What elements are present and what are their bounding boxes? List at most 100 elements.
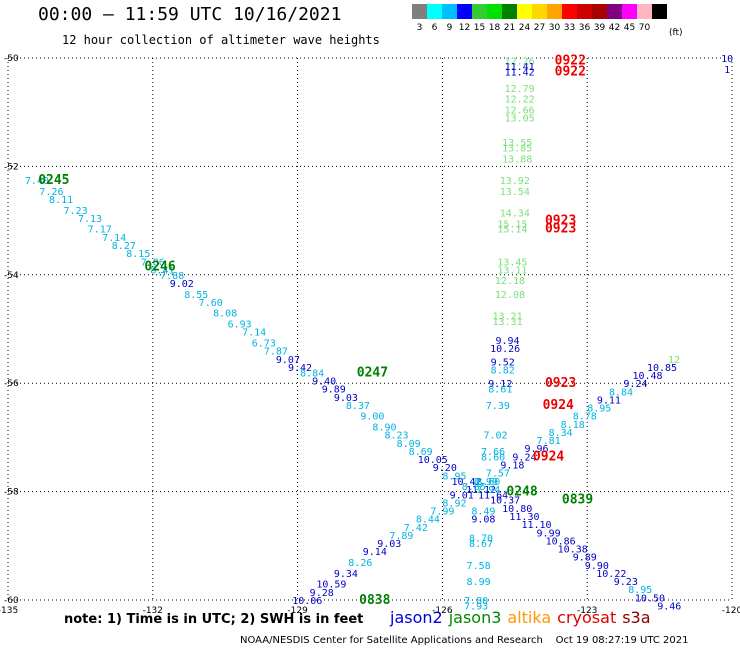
wave-height-point: 9.00	[360, 412, 384, 423]
legend-label: 39	[593, 23, 606, 33]
wave-height-point: 8.92	[442, 498, 466, 509]
time-tag: 0922	[555, 54, 586, 69]
wave-height-point: 8.44	[416, 515, 440, 526]
wave-height-point: 13.92	[500, 176, 530, 187]
legend-bin: 27	[532, 4, 547, 38]
satellite-altika: altika	[507, 608, 552, 627]
wave-height-point: 11.42	[505, 68, 535, 79]
wave-height-point: 10.50	[635, 593, 665, 604]
legend-label: 42	[608, 23, 621, 33]
wave-height-point: 13.21	[493, 311, 523, 322]
legend-swatch	[472, 4, 487, 19]
wave-height-point: 8.84	[300, 368, 324, 379]
wave-height-point: 6.73	[252, 339, 276, 350]
wave-height-point: 10.59	[316, 580, 346, 591]
axis-tick-labels: -135 -132 -129 -126 -123 -120 -50 -52 -54 -56 -58 -…	[0, 54, 740, 616]
wave-height-point: 8.34	[549, 428, 573, 439]
wave-height-point: 10.86	[546, 536, 576, 547]
legend-swatch	[427, 4, 442, 19]
wave-height-point: 8.85	[462, 482, 486, 493]
wave-height-point: 9.24	[623, 379, 647, 390]
legend-label: 15	[473, 23, 486, 33]
wave-height-point: 8.41	[150, 265, 174, 276]
legend-bin: 36	[577, 4, 592, 38]
x-tick-label: -129	[287, 606, 308, 616]
wave-height-point: 10.48	[632, 371, 662, 382]
y-tick-label: -50	[4, 54, 19, 64]
wave-height-point: 7.66	[481, 447, 505, 458]
satellite-s3a: s3a	[622, 608, 651, 627]
time-tag: 0924	[533, 449, 564, 464]
wave-height-point: 10.85	[647, 363, 677, 374]
legend-swatch	[592, 4, 607, 19]
wave-height-point: 13.31	[493, 317, 523, 328]
wave-height-point: 14.34	[500, 208, 530, 219]
wave-height-point: 8.84	[609, 387, 633, 398]
wave-height-point: 12.18	[495, 276, 525, 287]
wave-height-point: 10	[721, 54, 733, 65]
x-tick-label: -123	[577, 606, 597, 616]
legend-bin: 15	[472, 4, 487, 38]
wave-height-point: 9.42	[288, 363, 312, 374]
legend-label: 3	[416, 23, 423, 33]
time-tag: 0246	[144, 260, 175, 275]
wave-height-labels: 7.407.268.117.237.137.177.148.278.157.86…	[25, 54, 733, 613]
wave-height-point: 7.14	[242, 328, 266, 339]
wave-height-point: 8.61	[488, 385, 512, 396]
wave-height-point: 9.24	[512, 452, 536, 463]
wave-height-point: 9.89	[573, 553, 597, 564]
legend-swatch	[607, 4, 622, 19]
legend-label: 30	[548, 23, 561, 33]
time-tag: 0923	[545, 376, 576, 391]
wave-height-point: 9.02	[170, 279, 194, 290]
wave-height-point: 11.12	[466, 485, 496, 496]
time-tag: 0838	[359, 593, 390, 608]
wave-height-point: 8.70	[469, 534, 493, 545]
wave-height-point: 13.88	[502, 154, 532, 165]
wave-height-point: 12.66	[505, 105, 535, 116]
wave-height-point: 8.18	[561, 420, 585, 431]
wave-height-point: 10.37	[490, 496, 520, 507]
wave-height-point: 9.90	[585, 561, 609, 572]
wave-height-point: 9.03	[334, 393, 358, 404]
legend-bin: 42	[607, 4, 622, 38]
wave-height-point: 7.14	[102, 233, 126, 244]
wave-height-point: 8.99	[467, 577, 491, 588]
satellite-legend: jason2 jason3 altika cryosat s3a	[390, 608, 657, 627]
satellite-cryosat: cryosat	[557, 608, 617, 627]
legend-bin: 30	[547, 4, 562, 38]
legend-bin: 24	[517, 4, 532, 38]
wave-height-point: 9.12	[488, 379, 512, 390]
wave-height-point: 9.20	[433, 463, 457, 474]
wave-height-point: 7.17	[88, 225, 112, 236]
wave-height-point: 9.89	[322, 385, 346, 396]
wave-height-point: 8.95	[442, 471, 466, 482]
legend-label: 9	[446, 23, 453, 33]
time-tag: 0245	[38, 173, 69, 188]
wave-height-point: 12.79	[505, 84, 535, 95]
wave-height-point: 9.01	[450, 490, 474, 501]
wave-height-point: 7.13	[78, 214, 102, 225]
wave-height-point: 1	[724, 65, 730, 76]
legend-swatch	[637, 4, 652, 19]
wave-height-point: 13.55	[502, 138, 532, 149]
wave-height-point: 13.45	[497, 257, 527, 268]
wave-height-point: 7.26	[39, 187, 63, 198]
wave-height-point: 9.52	[491, 358, 515, 369]
wave-height-point: 8.90	[372, 423, 396, 434]
legend-bin: 6	[427, 4, 442, 38]
time-tag: 0922	[555, 65, 586, 80]
wave-height-point: 12.08	[495, 290, 525, 301]
wave-height-point: 12.22	[505, 95, 535, 106]
wave-height-point: 8.99	[474, 477, 498, 488]
wave-height-point: 10.06	[292, 596, 322, 607]
wave-height-point: 7.58	[467, 561, 491, 572]
legend-swatch	[562, 4, 577, 19]
wave-height-point: 8.95	[628, 585, 652, 596]
wave-height-point: 7.81	[537, 436, 561, 447]
wave-height-point: 8.11	[49, 195, 73, 206]
wave-height-point: 7.86	[141, 257, 165, 268]
wave-height-point: 7.99	[430, 507, 454, 518]
wave-height-point: 7.88	[160, 271, 184, 282]
